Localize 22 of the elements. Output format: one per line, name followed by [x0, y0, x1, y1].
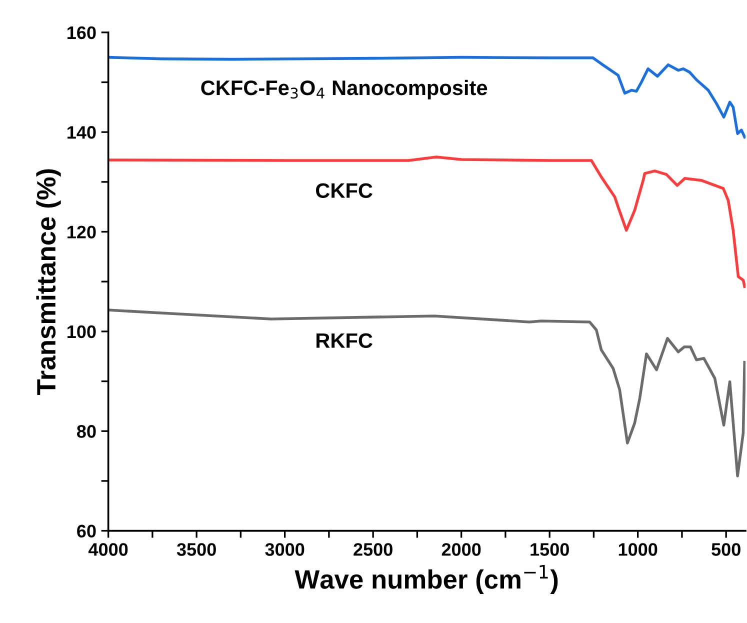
series-label: RKFC	[316, 333, 372, 348]
series-label: CKFC-Fe$_{3}$O$_{4}$ Nanocomposite	[201, 80, 488, 100]
x-tick-label: 3500	[176, 543, 216, 556]
line-series	[108, 156, 746, 288]
x-tick-label: 500	[712, 543, 740, 556]
x-tick-label: 1000	[618, 543, 658, 556]
y-axis-title: Transmittance (%)	[36, 169, 61, 395]
x-tick-label: 3000	[265, 543, 304, 556]
x-tick-label: 2000	[442, 543, 481, 556]
x-tick-label: 2500	[354, 543, 392, 556]
x-tick-label: 4000	[88, 543, 128, 556]
y-tick-label: 160	[68, 26, 96, 40]
x-tick-label: 1500	[530, 543, 569, 556]
x-axis-title: Wave number (cm$^{−1}$)	[294, 564, 558, 594]
y-tick-label: 120	[68, 226, 96, 238]
y-tick-label: 140	[68, 126, 96, 139]
line-series	[108, 56, 746, 138]
series-label: CKFC	[316, 183, 372, 198]
y-tick-label: 60	[77, 524, 96, 538]
line-series	[108, 308, 746, 478]
y-tick-label: 100	[68, 325, 96, 338]
y-tick-label: 80	[77, 425, 96, 438]
